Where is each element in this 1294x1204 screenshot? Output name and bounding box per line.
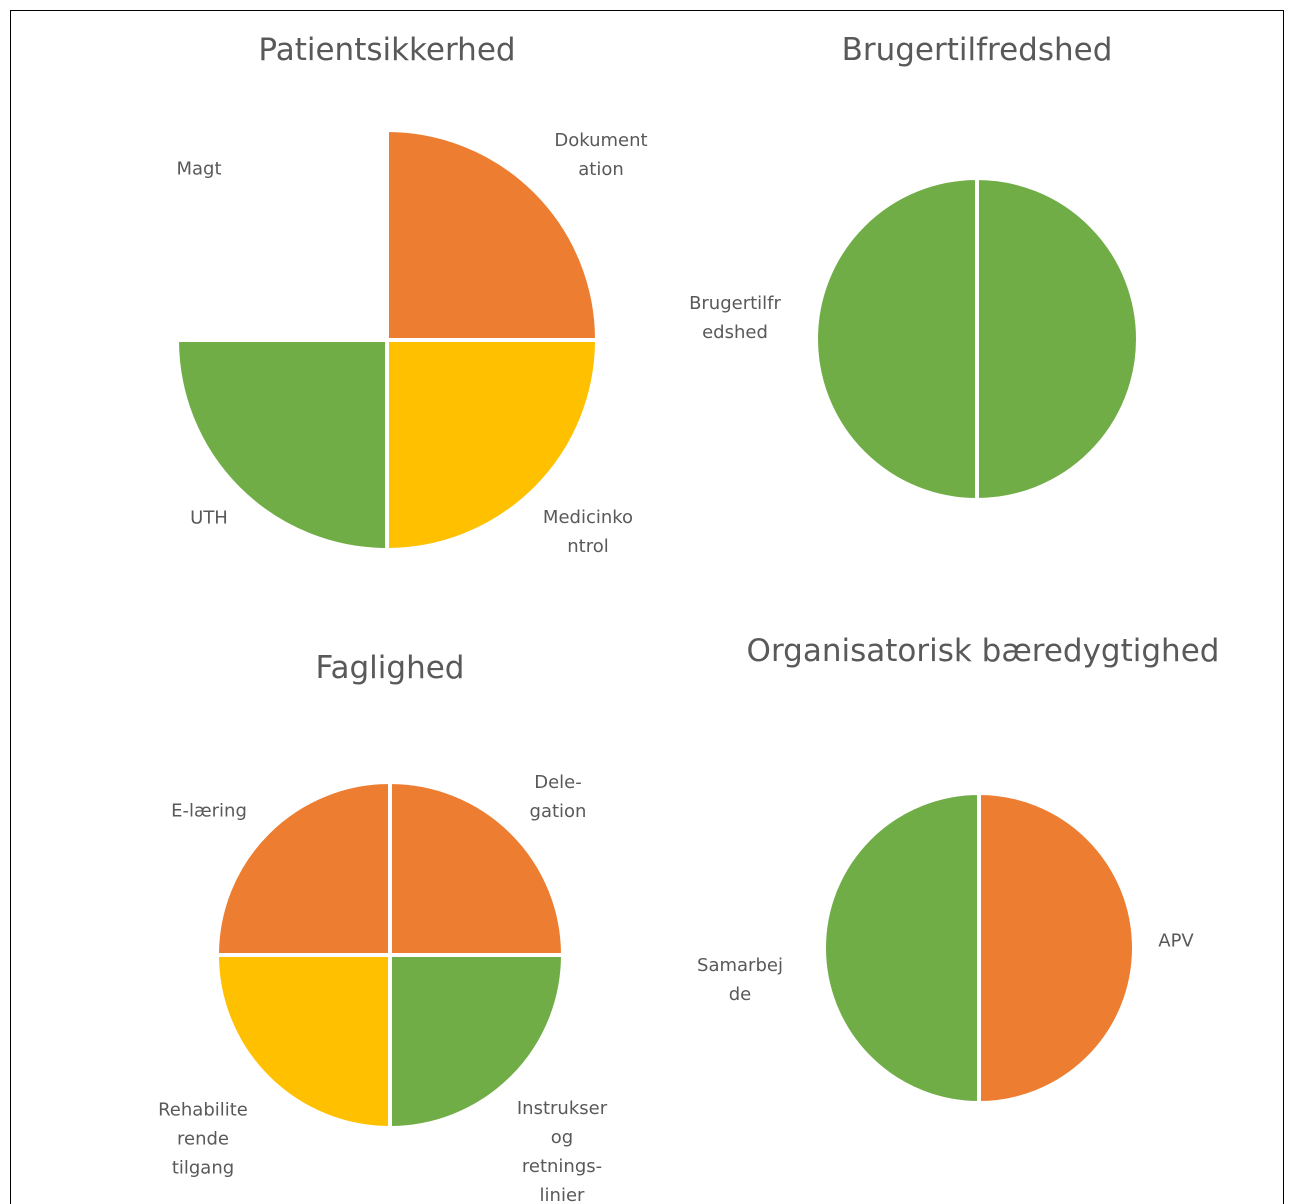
pie-slice: [975, 175, 1140, 503]
slice-label: Samarbejde: [697, 955, 783, 1005]
pie-slice: [388, 779, 566, 957]
pie-slice: [214, 953, 392, 1131]
chart-title: Brugertilfredshed: [841, 32, 1113, 68]
slice-label: APV: [1158, 930, 1194, 952]
slice-label: Medicinkontrol: [542, 507, 634, 557]
pie-slice: [174, 127, 389, 342]
chart-title: Organisatorisk bæredygtighed: [746, 633, 1220, 669]
chart-title: Faglighed: [315, 650, 465, 686]
pie-slice: [977, 790, 1136, 1106]
pie-slice: [214, 779, 392, 957]
pie-slice: [388, 953, 566, 1131]
slice-label: UTH: [190, 507, 228, 529]
chart-title: Patientsikkerhed: [258, 32, 516, 68]
pie-slice: [385, 338, 600, 553]
pie-slice: [174, 338, 389, 553]
slice-label: Brugertilfredshed: [689, 293, 781, 343]
pie-slice: [385, 127, 600, 342]
slice-label: Magt: [176, 158, 222, 180]
slice-label: Rehabiliterende tilgang: [158, 1099, 248, 1179]
pie-slice: [814, 175, 979, 503]
slice-label: Instrukser og retnings-linier: [516, 1098, 608, 1204]
slice-label: Dele-gation: [529, 772, 587, 822]
slice-label: E-læring: [171, 800, 247, 822]
frame: [10, 10, 1284, 1204]
slice-label: Dokumentation: [554, 130, 648, 180]
pie-slice: [822, 790, 981, 1106]
